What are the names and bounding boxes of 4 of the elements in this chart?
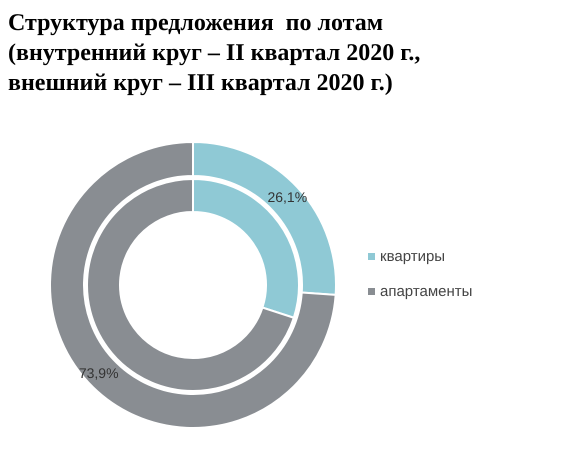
data-label: 26,1%: [267, 188, 308, 205]
legend-label: апартаменты: [380, 283, 472, 300]
legend-label: квартиры: [380, 248, 446, 265]
chart-title: Структура предложения по лотам (внутренний круг – II квартал 2020 г., внешний круг – III квартал 2020 г.): [8, 9, 420, 98]
